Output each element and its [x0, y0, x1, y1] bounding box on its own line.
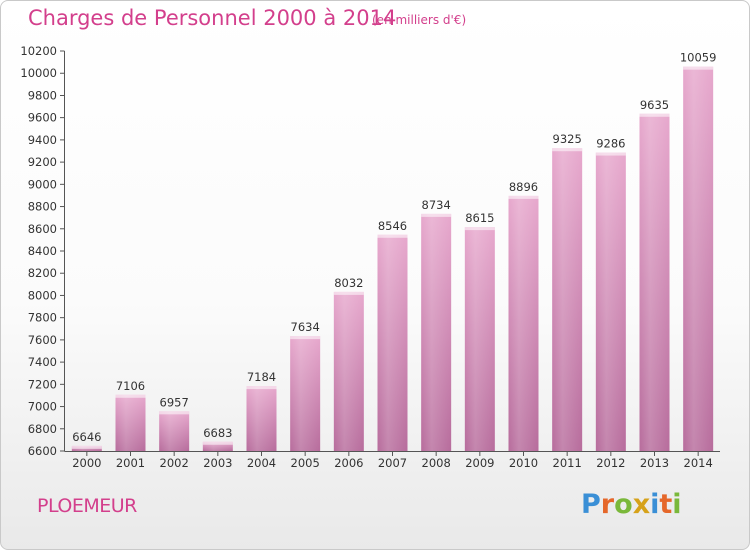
x-tick-label: 2007 — [378, 456, 407, 470]
y-tick-label: 9600 — [28, 111, 57, 125]
y-tick-label: 9000 — [28, 177, 57, 191]
bar-value-label: 7634 — [291, 320, 320, 334]
bar-value-label: 8615 — [465, 211, 494, 225]
y-tick-label: 8800 — [28, 200, 57, 214]
bar-cap — [115, 394, 146, 398]
bar-value-label: 8896 — [509, 180, 538, 194]
bar-cap — [202, 441, 233, 445]
bar-cap — [552, 148, 583, 152]
logo-letter: i — [650, 489, 660, 520]
y-tick-label: 8600 — [28, 222, 57, 236]
bar-highlight — [639, 113, 670, 452]
bar-value-label: 8734 — [422, 198, 451, 212]
bar-value-label: 8032 — [334, 276, 363, 290]
x-tick-label: 2014 — [684, 456, 713, 470]
bar-value-label: 9325 — [553, 132, 582, 146]
bar-value-label: 10059 — [680, 51, 717, 65]
y-tick-label: 6600 — [28, 444, 57, 458]
y-tick-label: 8400 — [28, 244, 57, 258]
bar-highlight — [290, 336, 321, 451]
bar-value-label: 7106 — [116, 379, 145, 393]
bar-value-label: 9286 — [596, 137, 625, 151]
city-name: PLOEMEUR — [37, 495, 137, 517]
bar-highlight — [115, 394, 146, 451]
bar-cap — [159, 411, 190, 415]
bar-highlight — [202, 441, 233, 451]
x-tick-label: 2011 — [553, 456, 582, 470]
bar-highlight — [683, 66, 714, 452]
bar-highlight — [552, 148, 583, 451]
x-tick-label: 2001 — [116, 456, 145, 470]
bar-value-label: 6683 — [203, 426, 232, 440]
y-tick-label: 7800 — [28, 311, 57, 325]
x-tick-label: 2003 — [203, 456, 232, 470]
bar-cap — [246, 386, 277, 390]
chart-title: Charges de Personnel 2000 à 2014 — [28, 6, 397, 30]
bar-highlight — [377, 234, 408, 451]
bar-highlight — [421, 213, 452, 451]
y-tick-label: 8000 — [28, 288, 57, 302]
bar-cap — [464, 227, 495, 231]
bar-highlight — [159, 411, 190, 451]
bar-cap — [333, 291, 364, 295]
bar-highlight — [595, 152, 626, 452]
y-tick-label: 6800 — [28, 422, 57, 436]
x-tick-label: 2000 — [72, 456, 101, 470]
y-tick-label: 10000 — [20, 66, 57, 80]
y-tick-label: 7600 — [28, 333, 57, 347]
bar-highlight — [464, 227, 495, 451]
y-tick-label: 9200 — [28, 155, 57, 169]
y-tick-label: 10200 — [20, 44, 57, 58]
y-tick-label: 8200 — [28, 266, 57, 280]
bar-cap — [683, 66, 714, 70]
y-tick-label: 9800 — [28, 88, 57, 102]
x-tick-label: 2010 — [509, 456, 538, 470]
x-tick-label: 2004 — [247, 456, 276, 470]
chart-subtitle: (en milliers d'€) — [372, 13, 467, 27]
bar-value-label: 8546 — [378, 219, 407, 233]
bar-value-label: 7184 — [247, 370, 276, 384]
bar-value-label: 6957 — [160, 395, 189, 409]
x-tick-label: 2012 — [596, 456, 625, 470]
bar-highlight — [246, 386, 277, 451]
logo-letter: x — [632, 489, 651, 520]
logo-letter: t — [659, 489, 673, 520]
y-tick-label: 9400 — [28, 133, 57, 147]
x-tick-label: 2006 — [334, 456, 363, 470]
bar-value-label: 6646 — [72, 430, 101, 444]
bar-cap — [421, 213, 452, 217]
y-tick-label: 7400 — [28, 355, 57, 369]
x-tick-label: 2013 — [640, 456, 669, 470]
x-tick-label: 2008 — [422, 456, 451, 470]
y-tick-label: 7200 — [28, 377, 57, 391]
bar-cap — [377, 234, 408, 238]
bar-cap — [290, 336, 321, 340]
proxiti-logo: Proxiti — [581, 489, 682, 520]
bar-cap — [595, 152, 626, 156]
x-tick-label: 2009 — [465, 456, 494, 470]
bar-cap — [639, 113, 670, 117]
logo-letter: i — [672, 489, 682, 520]
x-tick-label: 2002 — [160, 456, 189, 470]
logo-letter: r — [600, 489, 615, 520]
bar-cap — [508, 195, 539, 199]
logo-letter: P — [581, 489, 601, 520]
bar-highlight — [333, 291, 364, 451]
logo-letter: o — [614, 489, 633, 520]
x-tick-label: 2005 — [291, 456, 320, 470]
bar-cap — [71, 445, 102, 449]
y-tick-label: 7000 — [28, 400, 57, 414]
bar-value-label: 9635 — [640, 98, 669, 112]
bar-highlight — [508, 195, 539, 451]
